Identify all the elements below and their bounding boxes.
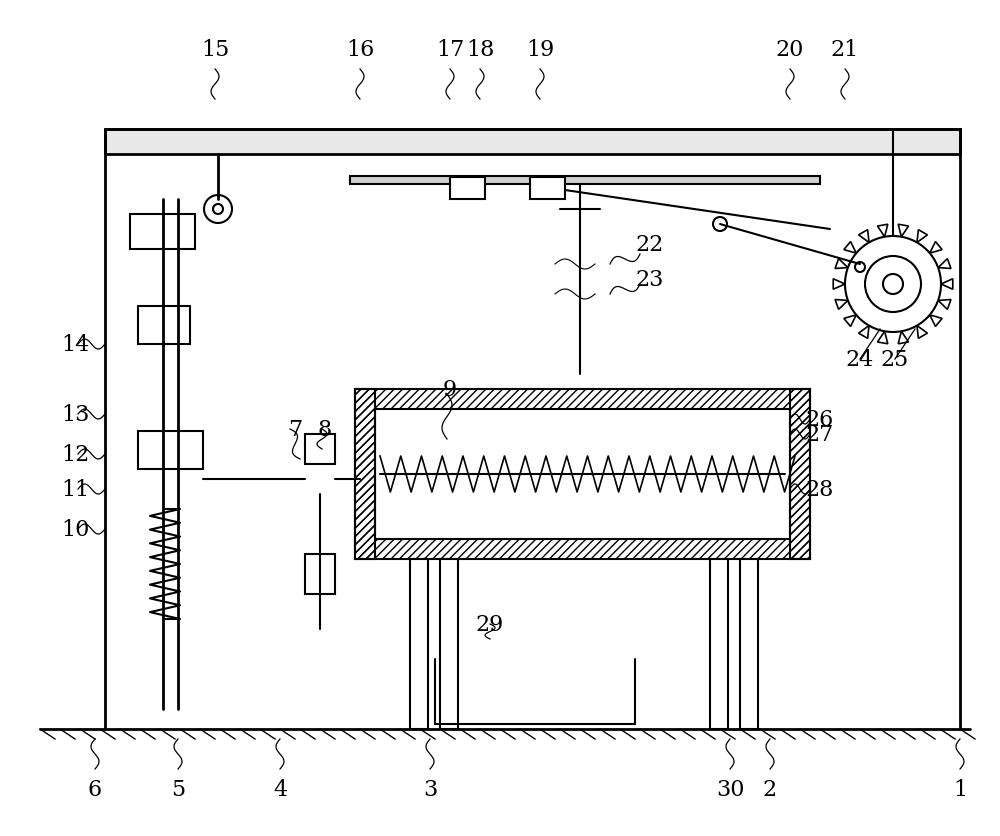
Polygon shape [833, 279, 845, 290]
Text: 2: 2 [763, 778, 777, 800]
Bar [130, 215, 195, 250]
Polygon shape [844, 315, 856, 327]
Text: 16: 16 [346, 39, 374, 61]
Polygon shape [917, 231, 927, 243]
Text: 11: 11 [61, 478, 89, 501]
Polygon shape [938, 300, 951, 310]
Bar [375, 410, 790, 539]
Text: 30: 30 [716, 778, 744, 800]
Polygon shape [877, 332, 888, 344]
Text: 6: 6 [88, 778, 102, 800]
Text: 4: 4 [273, 778, 287, 800]
Polygon shape [898, 225, 909, 237]
Bar [305, 554, 335, 594]
Polygon shape [835, 259, 848, 269]
Bar [790, 390, 810, 559]
Text: 18: 18 [466, 39, 494, 61]
Text: 12: 12 [61, 443, 89, 466]
Polygon shape [941, 279, 953, 290]
Polygon shape [930, 242, 942, 254]
Polygon shape [938, 259, 951, 269]
Circle shape [855, 263, 865, 273]
Text: 24: 24 [846, 349, 874, 370]
Text: 25: 25 [881, 349, 909, 370]
Text: 17: 17 [436, 39, 464, 61]
Text: 9: 9 [443, 379, 457, 400]
Text: 27: 27 [806, 424, 834, 446]
Bar [138, 307, 190, 344]
Polygon shape [859, 326, 869, 339]
Text: 22: 22 [636, 234, 664, 256]
Text: 7: 7 [288, 419, 302, 441]
Text: 5: 5 [171, 778, 185, 800]
Bar [740, 559, 758, 729]
Polygon shape [898, 332, 909, 344]
Text: 26: 26 [806, 409, 834, 431]
Text: 29: 29 [476, 614, 504, 635]
Bar [710, 559, 728, 729]
Text: 19: 19 [526, 39, 554, 61]
Bar [350, 176, 820, 185]
Circle shape [883, 275, 903, 294]
Polygon shape [835, 300, 848, 310]
Text: 1: 1 [953, 778, 967, 800]
Bar [138, 431, 203, 470]
Text: 3: 3 [423, 778, 437, 800]
Text: 10: 10 [61, 518, 89, 540]
Bar [355, 390, 375, 559]
Bar [105, 130, 960, 155]
Bar [530, 178, 565, 200]
Text: 8: 8 [318, 419, 332, 441]
Polygon shape [917, 326, 927, 339]
Bar [410, 559, 428, 729]
Bar [440, 559, 458, 729]
Text: 13: 13 [61, 404, 89, 426]
Polygon shape [930, 315, 942, 327]
Text: 15: 15 [201, 39, 229, 61]
Bar [355, 390, 810, 559]
Text: 28: 28 [806, 478, 834, 501]
Polygon shape [877, 225, 888, 237]
Polygon shape [859, 231, 869, 243]
Bar [305, 435, 335, 465]
Text: 23: 23 [636, 268, 664, 291]
Text: 20: 20 [776, 39, 804, 61]
Text: 14: 14 [61, 334, 89, 355]
Bar [450, 178, 485, 200]
Text: 21: 21 [831, 39, 859, 61]
Polygon shape [844, 242, 856, 254]
